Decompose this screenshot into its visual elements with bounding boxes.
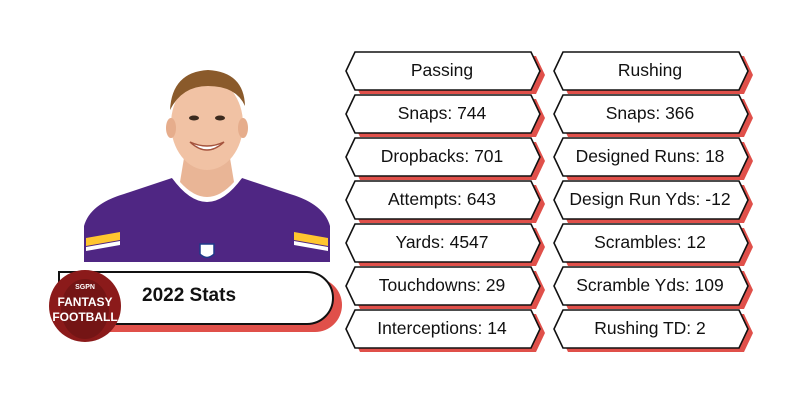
stat-label: Yards: 4547 (395, 231, 489, 252)
player-photo (84, 70, 330, 262)
stat-label: Attempts: 643 (388, 188, 496, 209)
stat-label: Scrambles: 12 (594, 231, 706, 252)
stat-label: Interceptions: 14 (377, 317, 507, 338)
logo-top-text: SGPN (75, 284, 95, 291)
passing-stat-5: Interceptions: 14 (345, 309, 545, 352)
column-header-label: Passing (410, 59, 474, 80)
passing-stat-3: Yards: 4547 (345, 223, 545, 266)
fantasy-football-logo: SGPN FANTASY FOOTBALL (49, 270, 121, 342)
stat-label: Snaps: 744 (397, 102, 487, 123)
rushing-stat-4: Scramble Yds: 109 (553, 266, 753, 309)
passing-header: Passing (345, 51, 545, 94)
stat-label: Scramble Yds: 109 (576, 274, 724, 295)
rushing-stat-3: Scrambles: 12 (553, 223, 753, 266)
column-header-label: Rushing (617, 59, 683, 80)
passing-stat-1: Dropbacks: 701 (345, 137, 545, 180)
stat-label: Rushing TD: 2 (594, 317, 706, 338)
logo-line1: FANTASY (57, 295, 112, 309)
rushing-stat-1: Designed Runs: 18 (553, 137, 753, 180)
stats-banner: 2022 Stats SGPN FANTASY FOOTBALL (48, 269, 344, 342)
rushing-header: Rushing (553, 51, 753, 94)
rushing-stat-0: Snaps: 366 (553, 94, 753, 137)
passing-stat-4: Touchdowns: 29 (345, 266, 545, 309)
passing-stat-2: Attempts: 643 (345, 180, 545, 223)
stat-label: Designed Runs: 18 (575, 145, 725, 166)
stat-label: Dropbacks: 701 (380, 145, 504, 166)
rushing-stat-2: Design Run Yds: -12 (553, 180, 753, 223)
banner-title: 2022 Stats (142, 285, 237, 306)
stat-label: Design Run Yds: -12 (569, 188, 731, 209)
stat-label: Touchdowns: 29 (378, 274, 506, 295)
logo-line2: FOOTBALL (52, 310, 117, 324)
stat-label: Snaps: 366 (605, 102, 695, 123)
passing-stat-0: Snaps: 744 (345, 94, 545, 137)
rushing-stat-5: Rushing TD: 2 (553, 309, 753, 352)
